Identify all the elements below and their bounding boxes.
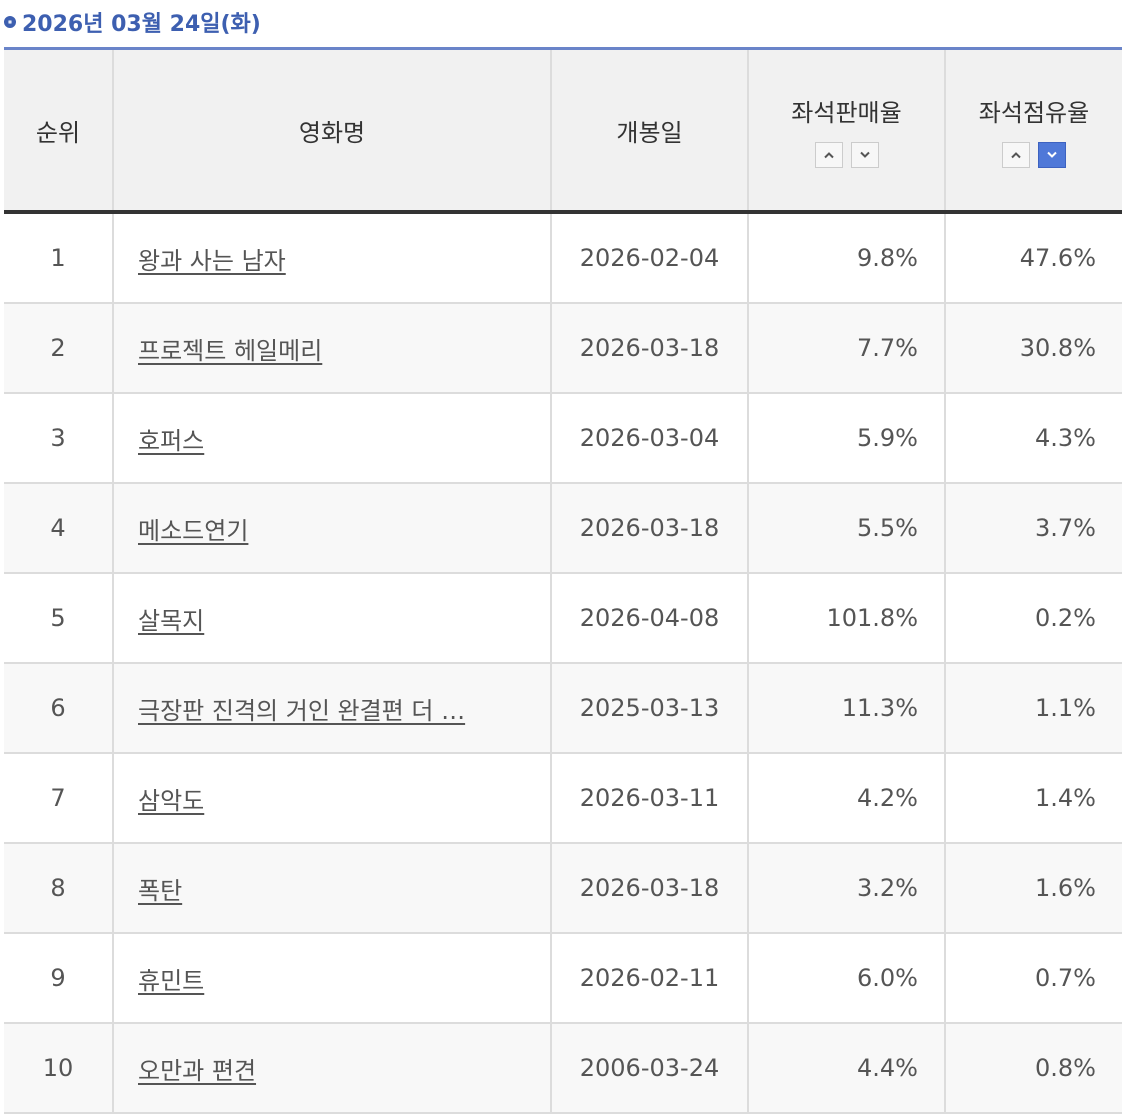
rank-cell: 1 (4, 212, 114, 304)
movie-title-link[interactable]: 왕과 사는 남자 (138, 246, 286, 275)
share-rate-cell: 1.4% (944, 753, 1122, 844)
rank-cell: 4 (4, 483, 114, 574)
circle-bullet-icon (4, 16, 16, 28)
table-body: 1 왕과 사는 남자 2026-02-04 9.8% 47.6% 2 프로젝트 헤일메리 20… (4, 212, 1122, 1114)
open-date-cell: 2026-03-18 (550, 483, 749, 574)
rank-cell: 2 (4, 303, 114, 394)
sales-rate-cell: 5.9% (747, 393, 946, 484)
share-rate-cell: 0.2% (944, 573, 1122, 664)
movie-title-cell: 프로젝트 헤일메리 (112, 303, 552, 394)
open-date-cell: 2006-03-24 (550, 1023, 749, 1114)
chevron-down-icon (859, 151, 870, 158)
rank-cell: 10 (4, 1023, 114, 1114)
share-rate-cell: 47.6% (944, 212, 1122, 304)
sales-rate-cell: 9.8% (747, 212, 946, 304)
movie-title-cell: 휴민트 (112, 933, 552, 1024)
sales-rate-cell: 101.8% (747, 573, 946, 664)
header-title: 영화명 (112, 50, 552, 214)
header-sales-rate-label: 좌석판매율 (791, 98, 902, 127)
header-sales-rate: 좌석판매율 (747, 50, 946, 214)
seat-rate-table-container: 순위 영화명 개봉일 좌석판매율 좌석점유율 (4, 47, 1122, 1114)
chevron-up-icon (1011, 151, 1021, 158)
movie-title-cell: 왕과 사는 남자 (112, 212, 552, 304)
share-rate-sort-buttons (946, 141, 1122, 168)
share-rate-sort-asc-button[interactable] (1002, 141, 1030, 168)
movie-title-link[interactable]: 폭탄 (138, 876, 183, 905)
sales-rate-cell: 11.3% (747, 663, 946, 754)
open-date-cell: 2026-03-11 (550, 753, 749, 844)
table-row: 10 오만과 편견 2006-03-24 4.4% 0.8% (4, 1023, 1122, 1114)
header-share-rate-label: 좌석점유율 (978, 98, 1090, 127)
share-rate-cell: 0.7% (944, 933, 1122, 1024)
table-row: 6 극장판 진격의 거인 완결편 더 … 2025-03-13 11.3% 1.1% (4, 663, 1122, 754)
header-share-rate: 좌석점유율 (944, 50, 1122, 214)
open-date-cell: 2025-03-13 (550, 663, 749, 754)
share-rate-cell: 30.8% (944, 303, 1122, 394)
date-heading-text: 2026년 03월 24일(화) (22, 12, 261, 37)
header-rank: 순위 (4, 50, 114, 214)
table-row: 1 왕과 사는 남자 2026-02-04 9.8% 47.6% (4, 212, 1122, 304)
movie-title-link[interactable]: 삼악도 (138, 786, 205, 815)
share-rate-cell: 3.7% (944, 483, 1122, 574)
movie-title-link[interactable]: 프로젝트 헤일메리 (138, 336, 323, 365)
table-header-row: 순위 영화명 개봉일 좌석판매율 좌석점유율 (4, 50, 1122, 214)
movie-title-link[interactable]: 살목지 (138, 606, 205, 635)
movie-title-cell: 삼악도 (112, 753, 552, 844)
chevron-up-icon (823, 151, 834, 158)
table-row: 2 프로젝트 헤일메리 2026-03-18 7.7% 30.8% (4, 303, 1122, 394)
rank-cell: 6 (4, 663, 114, 754)
sales-rate-cell: 5.5% (747, 483, 946, 574)
sales-rate-cell: 4.4% (747, 1023, 946, 1114)
table-row: 9 휴민트 2026-02-11 6.0% 0.7% (4, 933, 1122, 1024)
table-row: 3 호퍼스 2026-03-04 5.9% 4.3% (4, 393, 1122, 484)
table-row: 5 살목지 2026-04-08 101.8% 0.2% (4, 573, 1122, 664)
sales-rate-sort-buttons (749, 141, 944, 168)
share-rate-cell: 1.6% (944, 843, 1122, 934)
movie-title-link[interactable]: 극장판 진격의 거인 완결편 더 … (138, 696, 466, 725)
movie-title-cell: 살목지 (112, 573, 552, 664)
table-row: 4 메소드연기 2026-03-18 5.5% 3.7% (4, 483, 1122, 574)
chevron-down-icon (1047, 151, 1057, 158)
share-rate-cell: 4.3% (944, 393, 1122, 484)
movie-title-link[interactable]: 호퍼스 (138, 426, 205, 455)
movie-title-link[interactable]: 메소드연기 (138, 516, 249, 545)
share-rate-sort-desc-button[interactable] (1038, 141, 1066, 168)
seat-rate-table: 순위 영화명 개봉일 좌석판매율 좌석점유율 (4, 50, 1122, 1114)
open-date-cell: 2026-03-04 (550, 393, 749, 484)
rank-cell: 8 (4, 843, 114, 934)
sales-rate-cell: 4.2% (747, 753, 946, 844)
sales-rate-cell: 7.7% (747, 303, 946, 394)
movie-title-cell: 오만과 편견 (112, 1023, 552, 1114)
table-top-rule (4, 47, 1122, 50)
rank-cell: 7 (4, 753, 114, 844)
movie-title-cell: 극장판 진격의 거인 완결편 더 … (112, 663, 552, 754)
rank-cell: 3 (4, 393, 114, 484)
share-rate-cell: 0.8% (944, 1023, 1122, 1114)
sales-rate-sort-asc-button[interactable] (814, 141, 843, 168)
rank-cell: 5 (4, 573, 114, 664)
open-date-cell: 2026-03-18 (550, 303, 749, 394)
sales-rate-cell: 3.2% (747, 843, 946, 934)
rank-cell: 9 (4, 933, 114, 1024)
movie-title-cell: 메소드연기 (112, 483, 552, 574)
open-date-cell: 2026-03-18 (550, 843, 749, 934)
open-date-cell: 2026-02-04 (550, 212, 749, 304)
table-row: 7 삼악도 2026-03-11 4.2% 1.4% (4, 753, 1122, 844)
sales-rate-cell: 6.0% (747, 933, 946, 1024)
movie-title-cell: 호퍼스 (112, 393, 552, 484)
movie-title-cell: 폭탄 (112, 843, 552, 934)
open-date-cell: 2026-04-08 (550, 573, 749, 664)
table-row: 8 폭탄 2026-03-18 3.2% 1.6% (4, 843, 1122, 934)
header-open-date: 개봉일 (550, 50, 749, 214)
date-heading: 2026년 03월 24일(화) (4, 6, 261, 38)
movie-title-link[interactable]: 오만과 편견 (138, 1056, 257, 1085)
open-date-cell: 2026-02-11 (550, 933, 749, 1024)
sales-rate-sort-desc-button[interactable] (850, 141, 879, 168)
movie-title-link[interactable]: 휴민트 (138, 966, 205, 995)
share-rate-cell: 1.1% (944, 663, 1122, 754)
